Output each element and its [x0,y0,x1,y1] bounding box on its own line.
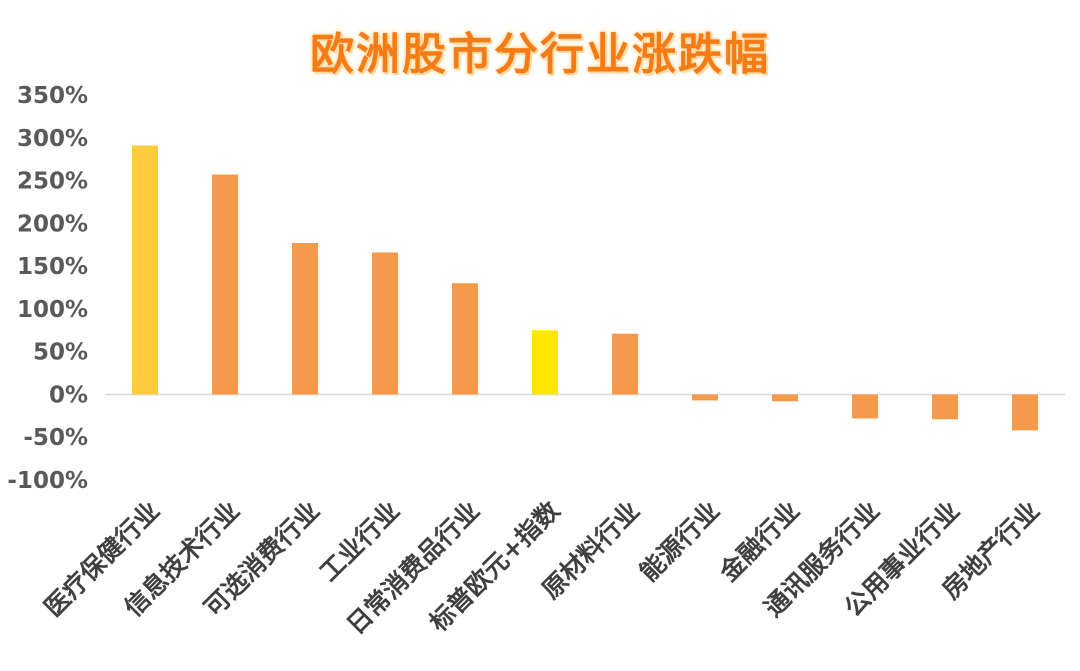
bar [132,145,158,395]
bar [772,394,798,402]
y-tick-label: 300% [17,126,88,152]
y-tick-label: 100% [17,297,88,323]
bar [212,174,238,395]
y-tick-label: 150% [17,254,88,280]
y-tick-label: 250% [17,169,88,195]
bar [692,394,718,401]
bars [132,145,1038,431]
bar [932,394,958,420]
x-tick-label: 能源行业 [634,496,725,587]
chart-title: 欧洲股市分行业涨跌幅 [310,29,770,80]
bar [372,252,398,395]
bar [292,243,318,395]
y-axis: 350% 300% 250% 200% 150% 100% 50% 0% -50% -100% [7,83,88,494]
y-tick-label: -100% [7,468,88,494]
bar [452,283,478,395]
bar [532,330,558,395]
y-tick-label: 350% [17,83,88,109]
y-tick-label: 0% [49,382,88,408]
y-tick-label: 200% [17,211,88,237]
bar [1012,394,1038,431]
bar [612,333,638,395]
y-tick-label: -50% [23,425,88,451]
x-axis: 医疗保健行业信息技术行业可选消费行业工业行业日常消费品行业标普欧元+指数原材料行… [39,495,1046,640]
y-tick-label: 50% [33,340,88,366]
bar [852,394,878,419]
